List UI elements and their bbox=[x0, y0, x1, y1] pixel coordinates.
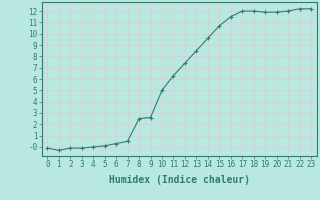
X-axis label: Humidex (Indice chaleur): Humidex (Indice chaleur) bbox=[109, 175, 250, 185]
